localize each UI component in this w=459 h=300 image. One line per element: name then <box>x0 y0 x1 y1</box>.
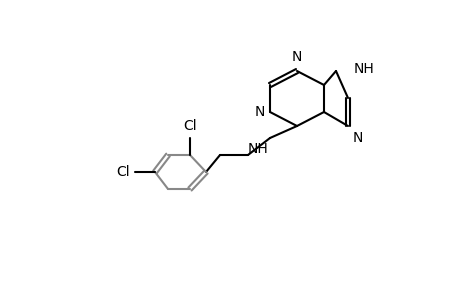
Text: N: N <box>352 131 363 145</box>
Text: Cl: Cl <box>183 119 196 133</box>
Text: N: N <box>291 50 302 64</box>
Text: NH: NH <box>247 142 268 156</box>
Text: NH: NH <box>353 62 374 76</box>
Text: Cl: Cl <box>116 165 130 179</box>
Text: N: N <box>254 105 264 119</box>
